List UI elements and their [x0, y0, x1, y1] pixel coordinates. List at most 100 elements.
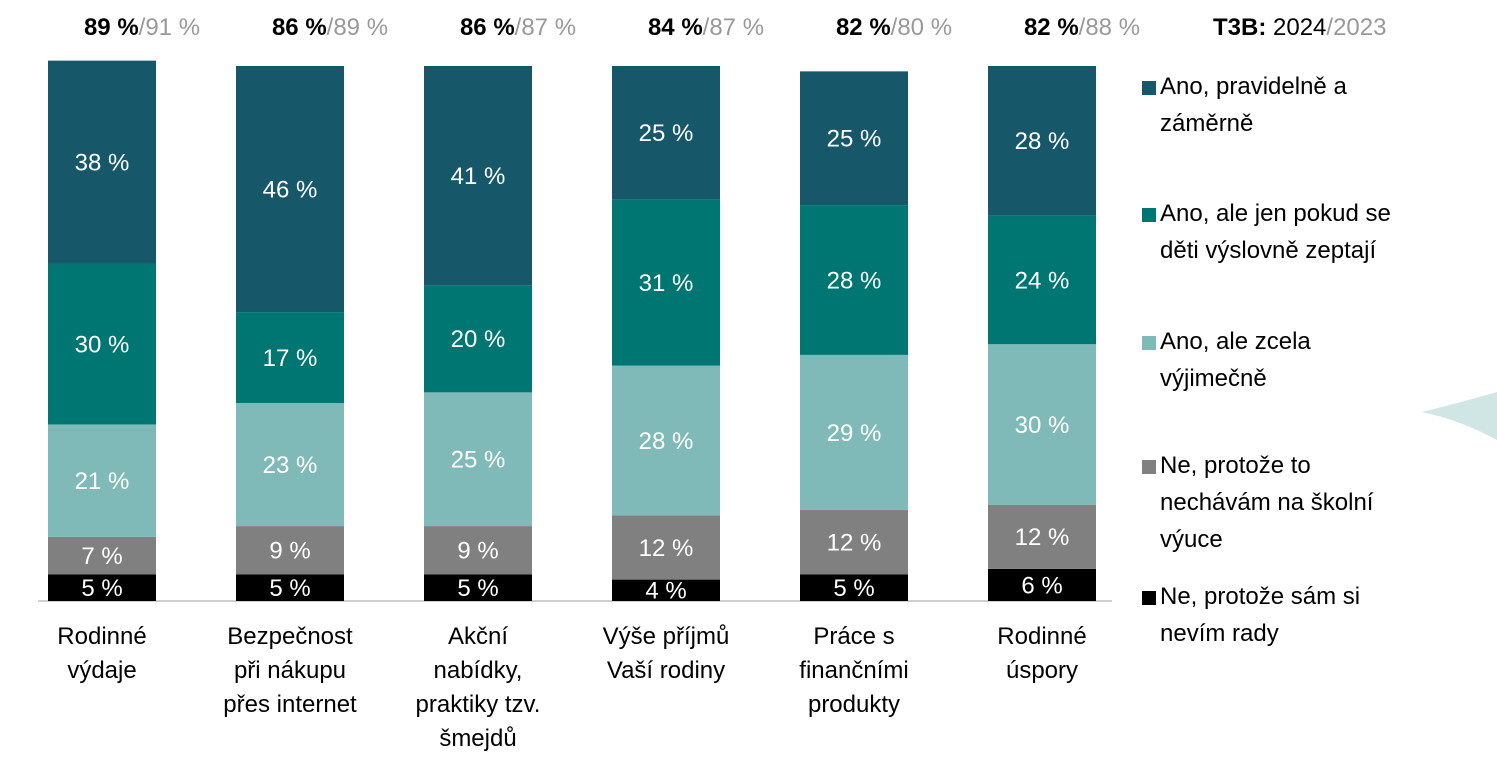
t3b-current: 86 % [272, 14, 327, 41]
bar-segment [988, 344, 1096, 505]
t3b-annotation: 86 %/87 % [460, 14, 576, 41]
value-label: 23 % [263, 452, 318, 479]
value-label: 30 % [1015, 412, 1070, 439]
t3b-previous: 87 % [521, 14, 576, 41]
t3b-current: 82 % [1024, 14, 1079, 41]
value-label: 38 % [75, 150, 130, 177]
bar-segment [48, 60, 156, 264]
x-tick-label: Bezpečnost při nákupu přes internet [223, 623, 357, 718]
t3b-previous: 2023 [1333, 14, 1386, 41]
value-label: 4 % [645, 578, 686, 605]
bar-segment [612, 579, 720, 601]
value-label: 28 % [827, 267, 882, 294]
separator: / [139, 14, 146, 41]
t3b-current: 86 % [460, 14, 515, 41]
legend-label: Ano, ale jen pokud se děti výslovně zepta… [1160, 200, 1391, 264]
value-label: 12 % [639, 535, 694, 562]
decoration [1422, 392, 1497, 440]
bar-segment [988, 568, 1096, 601]
legend-label: Ne, protože sám si nevím rady [1160, 583, 1360, 647]
bar-segment [612, 365, 720, 516]
x-tick-label: Rodinné výdaje [57, 623, 146, 684]
t3b-previous: 87 % [709, 14, 764, 41]
legend-swatch [1142, 81, 1156, 95]
value-label: 6 % [1021, 572, 1062, 599]
value-label: 12 % [1015, 524, 1070, 551]
value-label: 5 % [457, 575, 498, 602]
value-label: 9 % [457, 538, 498, 565]
separator: / [1326, 14, 1333, 41]
bar-segment [988, 66, 1096, 216]
legend-label: Ano, ale zcela výjimečně [1160, 328, 1311, 392]
value-label: 20 % [451, 326, 506, 353]
separator: / [327, 14, 334, 41]
bar-segment [800, 510, 908, 575]
t3b-header: T3B: 2024/2023 [1213, 14, 1386, 41]
bar-segment [236, 312, 344, 404]
value-label: 5 % [81, 575, 122, 602]
bar-segment [424, 574, 532, 601]
bar-segment [800, 71, 908, 206]
bar-segment [236, 403, 344, 527]
x-tick-label: Práce s finančními produkty [799, 623, 908, 718]
t3b-previous: 91 % [145, 14, 200, 41]
t3b-current: 84 % [648, 14, 703, 41]
bar-segment [424, 392, 532, 527]
value-label: 28 % [1015, 128, 1070, 155]
value-label: 41 % [451, 163, 506, 190]
legend-swatch [1142, 591, 1156, 605]
bar-segment [48, 263, 156, 425]
legend-swatch [1142, 336, 1156, 350]
bar-segment [236, 526, 344, 575]
bar-segment [48, 424, 156, 537]
t3b-previous: 89 % [333, 14, 388, 41]
x-tick-label: Akční nabídky, praktiky tzv. šmejdů [416, 623, 541, 752]
bar-segment [48, 536, 156, 575]
value-label: 25 % [451, 447, 506, 474]
bar-segment [424, 66, 532, 286]
bar-segment [424, 526, 532, 575]
x-tick-label: Rodinné úspory [997, 623, 1086, 684]
bar-segment [800, 354, 908, 511]
t3b-previous: 88 % [1085, 14, 1140, 41]
separator: / [1079, 14, 1086, 41]
t3b-annotation: 89 %/91 % [84, 14, 200, 41]
bar-segment [800, 574, 908, 601]
legend-label: Ne, protože to nechávám na školní výuce [1160, 452, 1374, 553]
value-label: 25 % [639, 120, 694, 147]
value-label: 17 % [263, 345, 318, 372]
value-label: 5 % [833, 575, 874, 602]
bar-segment [612, 515, 720, 580]
separator: / [703, 14, 710, 41]
value-label: 7 % [81, 543, 122, 570]
value-label: 31 % [639, 270, 694, 297]
legend-swatch [1142, 208, 1156, 222]
separator: / [515, 14, 522, 41]
value-label: 30 % [75, 332, 130, 359]
t3b-current: 82 % [836, 14, 891, 41]
bar-segment [48, 574, 156, 601]
bar-segment [612, 199, 720, 366]
t3b-current: 2024 [1273, 14, 1326, 41]
t3b-label: T3B: [1213, 14, 1266, 41]
x-tick-label: Výše příjmů Vaší rodiny [603, 623, 730, 684]
t3b-annotation: 86 %/89 % [272, 14, 388, 41]
t3b-current: 89 % [84, 14, 139, 41]
value-label: 25 % [827, 126, 882, 153]
t3b-previous: 80 % [897, 14, 952, 41]
legend-label: Ano, pravidelně a záměrně [1160, 73, 1347, 137]
t3b-annotation: 84 %/87 % [648, 14, 764, 41]
value-label: 28 % [639, 428, 694, 455]
t3b-annotation: 82 %/80 % [836, 14, 952, 41]
value-label: 21 % [75, 468, 130, 495]
value-label: 12 % [827, 529, 882, 556]
value-label: 46 % [263, 176, 318, 203]
legend-swatch [1142, 460, 1156, 474]
separator: / [891, 14, 898, 41]
value-label: 5 % [269, 575, 310, 602]
bar-segment [236, 66, 344, 313]
bar-segment [988, 215, 1096, 345]
bar-segment [424, 285, 532, 393]
bar-segment [612, 66, 720, 200]
